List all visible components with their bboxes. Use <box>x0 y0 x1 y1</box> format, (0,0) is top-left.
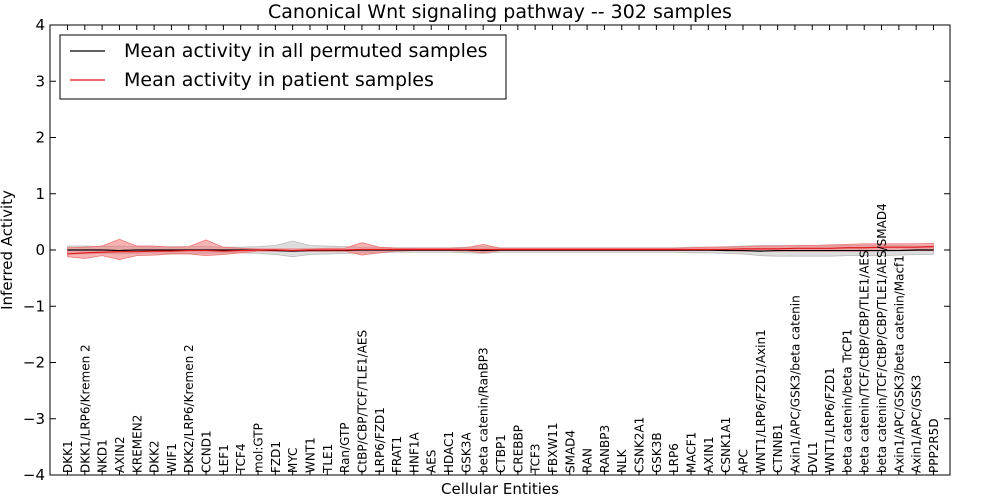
x-tick-label: AXIN1 <box>702 436 716 473</box>
y-tick-label: −4 <box>23 466 45 484</box>
x-tick-label: NKD1 <box>96 439 110 473</box>
y-tick-label: 1 <box>35 185 45 203</box>
x-tick-label: beta catenin/TCF/CtBP/CBP/TLE1/AES/SMAD4 <box>875 203 889 473</box>
y-tick-label: −1 <box>23 297 45 315</box>
x-axis-label: Cellular Entities <box>441 480 559 498</box>
x-tick-label: DKK1 <box>61 440 75 473</box>
x-tick-label: Axin1/APC/GSK3/beta catenin/Macf1 <box>892 255 906 473</box>
x-tick-label: LRP6/FZD1 <box>373 407 387 473</box>
x-tick-label: LRP6 <box>667 443 681 473</box>
legend: Mean activity in all permuted samples Me… <box>59 34 507 100</box>
y-tick-label: 2 <box>35 129 45 147</box>
line-series-1 <box>67 246 934 255</box>
x-tick-label: SMAD4 <box>563 430 577 473</box>
x-tick-label: TCF3 <box>529 443 543 474</box>
x-tick-label: MYC <box>286 448 300 473</box>
x-tick-label: CSNK2A1 <box>633 417 647 473</box>
x-tick-label: HNF1A <box>407 431 421 473</box>
x-tick-label: PPP2R5D <box>927 418 941 473</box>
series-lines <box>67 246 934 255</box>
x-tick-label: TLE1 <box>321 444 335 474</box>
y-tick-label: −3 <box>23 410 45 428</box>
x-tick-label: KREMEN2 <box>130 415 144 473</box>
x-tick-label: beta catenin/beta TrCP1 <box>840 329 854 473</box>
x-tick-label: FBXW11 <box>546 423 560 474</box>
x-tick-label: RAN <box>581 448 595 473</box>
x-tick-label: mol:GTP <box>252 423 266 473</box>
x-tick-label: GSK3B <box>650 432 664 473</box>
x-tick-label: CTBP1 <box>494 434 508 473</box>
x-tick-label: GSK3A <box>459 432 473 473</box>
chart-title: Canonical Wnt signaling pathway -- 302 s… <box>268 1 732 23</box>
plot-frame <box>49 24 951 476</box>
x-tick-label: TCF4 <box>234 443 248 474</box>
x-tick-label: CSNK1A1 <box>719 417 733 473</box>
x-tick-label: AXIN2 <box>113 436 127 473</box>
x-tick-label: WNT1/LRP6/FZD1/Axin1 <box>754 329 768 473</box>
x-tick-label: WNT1 <box>303 437 317 473</box>
x-tick-label: NLK <box>615 448 629 473</box>
x-tick-label: beta catenin/TCF/CtBP/CBP/TLE1/AES <box>858 250 872 473</box>
x-tick-label: HDAC1 <box>442 431 456 473</box>
x-tick-label: WIF1 <box>165 443 179 473</box>
x-tick-label: CREBBP <box>511 425 525 473</box>
x-tick-label: CTNNB1 <box>771 423 785 473</box>
x-axis: DKK1 DKK1/LRP6/Kremen 2 NKD1 AXIN2 KREMEN2 DK… <box>61 25 941 475</box>
y-tick-label: 3 <box>35 72 45 90</box>
x-tick-label: CCND1 <box>200 430 214 473</box>
x-tick-label: CtBP/CBP/TCF/TLE1/AES <box>355 330 369 473</box>
y-axis: −4 −3 −2 −1 0 1 2 3 4 <box>23 16 950 484</box>
x-tick-label: APC <box>736 449 750 473</box>
y-tick-label: 0 <box>35 241 45 259</box>
x-tick-label: DKK2 <box>148 440 162 473</box>
x-tick-label: FZD1 <box>269 441 283 473</box>
x-tick-label: DKK2/LRP6/Kremen 2 <box>182 344 196 473</box>
x-tick-label: beta catenin/RanBP3 <box>477 347 491 473</box>
y-tick-label: 4 <box>35 16 45 34</box>
x-tick-label: DVL1 <box>806 441 820 473</box>
x-tick-label: WNT1/LRP6/FZD1 <box>823 367 837 473</box>
y-tick-label: −2 <box>23 354 45 372</box>
legend-label-patient: Mean activity in patient samples <box>124 69 434 91</box>
x-tick-label: Ran/GTP <box>338 422 352 473</box>
x-tick-label: AES <box>425 450 439 473</box>
x-tick-label: DKK1/LRP6/Kremen 2 <box>78 344 92 473</box>
y-axis-label: Inferred Activity <box>0 190 16 310</box>
legend-label-permuted: Mean activity in all permuted samples <box>124 40 487 62</box>
legend-box <box>59 34 507 100</box>
x-tick-label: RANBP3 <box>598 425 612 473</box>
x-tick-label: FRAT1 <box>390 436 404 473</box>
x-tick-label: Axin1/APC/GSK3 <box>910 375 924 473</box>
x-tick-label: Axin1/APC/GSK3/beta catenin <box>788 295 802 473</box>
x-tick-label: MACF1 <box>685 432 699 473</box>
x-tick-label: LEF1 <box>217 444 231 473</box>
